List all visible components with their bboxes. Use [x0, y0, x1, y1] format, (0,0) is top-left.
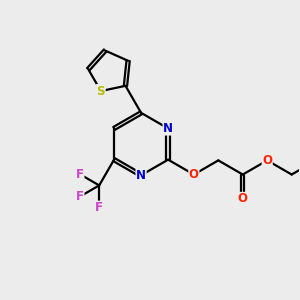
- Text: O: O: [189, 168, 199, 181]
- Text: F: F: [76, 190, 84, 203]
- Text: N: N: [136, 169, 146, 182]
- Text: O: O: [238, 192, 248, 206]
- Text: F: F: [95, 201, 103, 214]
- Text: F: F: [76, 168, 84, 181]
- Text: O: O: [262, 154, 272, 167]
- Text: N: N: [163, 122, 173, 135]
- Text: S: S: [97, 85, 105, 98]
